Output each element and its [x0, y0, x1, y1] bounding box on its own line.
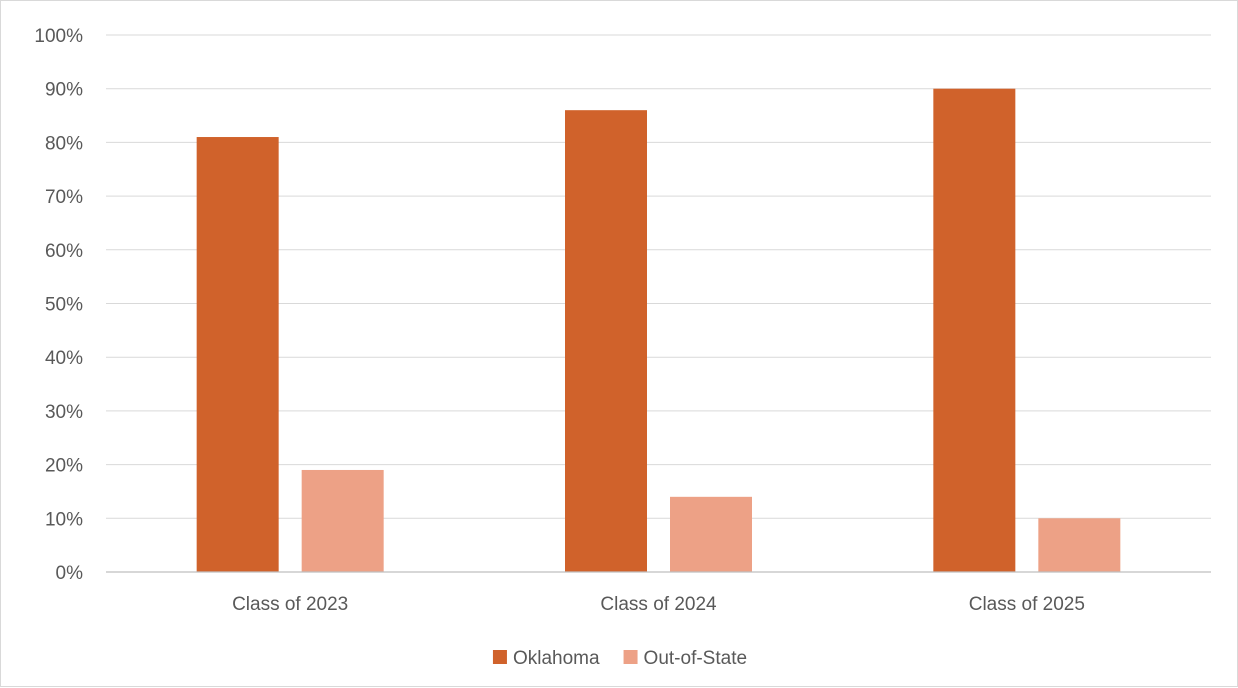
bar-out-of-state-1 [670, 496, 752, 572]
bars [196, 88, 1121, 573]
legend-label: Out-of-State [644, 648, 748, 669]
y-tick-label: 40% [45, 348, 83, 369]
y-tick-label: 0% [56, 563, 84, 584]
bar-out-of-state-2 [1038, 518, 1121, 572]
y-axis-ticks: 0% 10% 20% 30% 40% 50% 60% 70% 80% 90% 100% [34, 26, 83, 584]
y-tick-label: 50% [45, 295, 83, 316]
bar-oklahoma-2 [933, 88, 1016, 572]
x-category-label: Class of 2023 [232, 594, 348, 615]
bar-oklahoma-0 [196, 137, 279, 572]
legend-label: Oklahoma [513, 648, 600, 669]
bar-oklahoma-1 [565, 110, 647, 573]
x-category-label: Class of 2024 [600, 594, 717, 615]
x-category-label: Class of 2025 [969, 594, 1085, 615]
y-tick-label: 30% [45, 402, 83, 423]
y-tick-label: 90% [45, 80, 83, 101]
gridlines [106, 34, 1211, 519]
y-tick-label: 20% [45, 456, 83, 477]
legend-swatch-out-of-state [623, 650, 638, 664]
y-tick-label: 80% [45, 133, 83, 154]
y-tick-label: 70% [45, 187, 83, 208]
x-axis-categories: Class of 2023 Class of 2024 Class of 2025 [232, 594, 1085, 615]
y-tick-label: 100% [34, 26, 83, 47]
y-tick-label: 60% [45, 241, 83, 262]
legend: Oklahoma Out-of-State [492, 648, 748, 669]
bar-out-of-state-0 [301, 469, 384, 572]
legend-swatch-oklahoma [492, 650, 507, 664]
y-tick-label: 10% [45, 509, 83, 530]
